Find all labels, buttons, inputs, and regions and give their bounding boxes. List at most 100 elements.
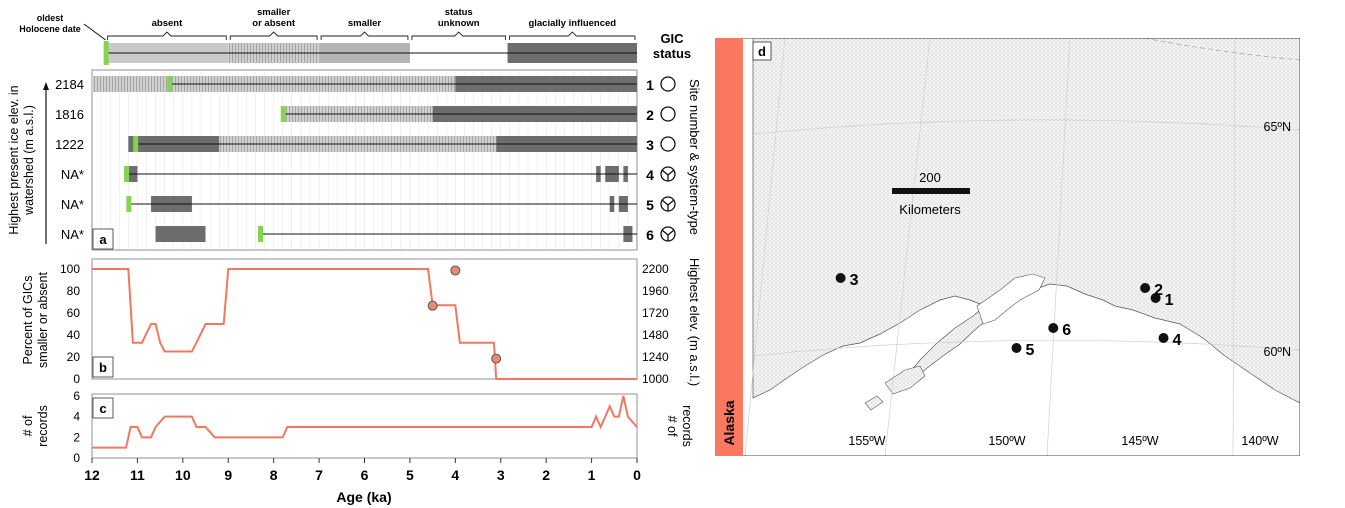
scale-unit: Kilometers	[899, 202, 961, 217]
panel-c-ylabel: # of records	[21, 405, 50, 447]
lake-icon	[660, 106, 676, 122]
panel-a: 2184 1 1816 2 1222 3 NA* 4 NA* 5 NA* 6 a Highest pr…	[7, 69, 702, 251]
site-number: 4	[646, 167, 654, 183]
site-number: 6	[646, 227, 654, 243]
xtick-label: 4	[451, 467, 459, 483]
elevation-point	[491, 353, 502, 364]
x-axis: 12 11 10 9 8 7 6 5 4 3 2 1 0	[84, 458, 641, 483]
site-elevation: NA*	[61, 197, 84, 212]
site-marker-label: 1	[1165, 292, 1174, 309]
site-marker-label: 4	[1173, 332, 1182, 349]
site-marker-label: 2	[1154, 282, 1163, 299]
inlet-water	[976, 273, 1046, 325]
xtick-label: 12	[84, 467, 100, 483]
category-label: absent	[152, 18, 183, 29]
ytick-label: 0	[73, 451, 80, 465]
site-marker	[835, 273, 846, 283]
fjord-symbol-icon	[661, 199, 675, 211]
status-segment	[92, 76, 170, 92]
category-label: or absent	[252, 18, 296, 29]
oldest-pointer	[83, 23, 106, 41]
category-label: smaller	[257, 7, 291, 18]
category-bracket	[411, 31, 507, 40]
lake-icon	[660, 136, 676, 152]
oldest-date-label: oldest Holocene date	[19, 13, 81, 34]
region-label-svg: Alaska	[721, 400, 737, 445]
ytick-label: 20	[67, 350, 81, 364]
panel-c-right-ylabel-line: records	[680, 405, 694, 447]
alaska-map: d 200 Kilometers 12 3 4 5 6 65ºN 60ºN 155ºW 15…	[714, 37, 1301, 457]
first-date-marker	[258, 226, 264, 242]
panel-a-ylabel-line: Highest present ice elev. in	[7, 85, 21, 234]
ytick-label: 80	[67, 284, 81, 298]
panel-b-label-box	[92, 356, 114, 378]
panel-b: 0 1000 20 1240 40 1480 60 1720 80 1960 100 2200 b P…	[21, 258, 702, 386]
map-label-box	[752, 41, 772, 61]
panel-c-label-box	[92, 397, 114, 419]
island-small	[864, 395, 884, 411]
site-marker	[1011, 343, 1022, 353]
xtick-label: 0	[633, 467, 641, 483]
ytick-label: 100	[60, 262, 80, 276]
xtick-label: 1	[588, 467, 596, 483]
region-band	[715, 38, 743, 456]
site-elevation: NA*	[61, 227, 84, 242]
site-elevation: 2184	[55, 77, 84, 92]
site-elevation: NA*	[61, 167, 84, 182]
category-label: smaller	[348, 18, 382, 29]
category-label: glacially influenced	[528, 18, 616, 29]
elevation-point	[427, 300, 438, 311]
ytick-label: 6	[73, 389, 80, 403]
percent-line	[92, 268, 637, 380]
status-segment	[155, 226, 206, 242]
site-marker	[1048, 323, 1059, 333]
site-marker-label: 3	[850, 272, 859, 289]
first-date-marker	[124, 166, 130, 182]
y2tick-label: 1480	[642, 328, 669, 342]
first-date-marker	[126, 196, 132, 212]
xtick-label: 6	[361, 467, 369, 483]
site-number-axis-label: Site number & system-type	[687, 79, 702, 235]
ytick-label: 40	[67, 328, 81, 342]
panel-b-ylabel-line: smaller or absent	[36, 272, 50, 368]
site-number: 3	[646, 137, 654, 153]
category-bracket	[229, 31, 318, 40]
gic-status-label: GIC	[660, 31, 684, 46]
panel-a-frame	[91, 69, 638, 251]
first-date-marker	[133, 136, 139, 152]
ytick-label: 2	[73, 430, 80, 444]
land-area	[752, 37, 1301, 404]
y2tick-label: 2200	[642, 262, 669, 276]
site-marker-label: 5	[1026, 342, 1035, 359]
latitude-label: 60ºN	[1264, 345, 1292, 359]
y2tick-label: 1720	[642, 306, 669, 320]
scale-bar	[892, 188, 970, 194]
y2tick-label: 1240	[642, 350, 669, 364]
panel-c-right-ylabel: # of records	[665, 405, 694, 447]
oldest-date-marker	[103, 41, 109, 65]
panel-a-ylabel: Highest present ice elev. in watershed (m…	[7, 85, 36, 234]
elevation-point	[450, 265, 461, 276]
island	[884, 365, 926, 395]
site-elevation: 1222	[55, 137, 84, 152]
category-bracket	[509, 31, 636, 40]
site-number: 2	[646, 107, 654, 123]
xtick-label: 10	[175, 467, 191, 483]
xtick-label: 9	[224, 467, 232, 483]
xtick-label: 2	[542, 467, 550, 483]
site-number: 5	[646, 197, 654, 213]
longitude-label: 150ºW	[988, 434, 1025, 448]
latitude-label: 65ºN	[1264, 120, 1292, 134]
first-date-marker	[280, 106, 286, 122]
region-label-wrap: Alaska	[715, 38, 743, 456]
panel-a-ylabel-line: watershed (m a.s.l.)	[22, 105, 36, 216]
ytick-label: 0	[73, 372, 80, 386]
fjord-symbol-icon	[661, 169, 675, 181]
panel-a-label: a	[99, 232, 107, 247]
lake-icon	[660, 76, 676, 92]
map-label: d	[758, 44, 766, 59]
